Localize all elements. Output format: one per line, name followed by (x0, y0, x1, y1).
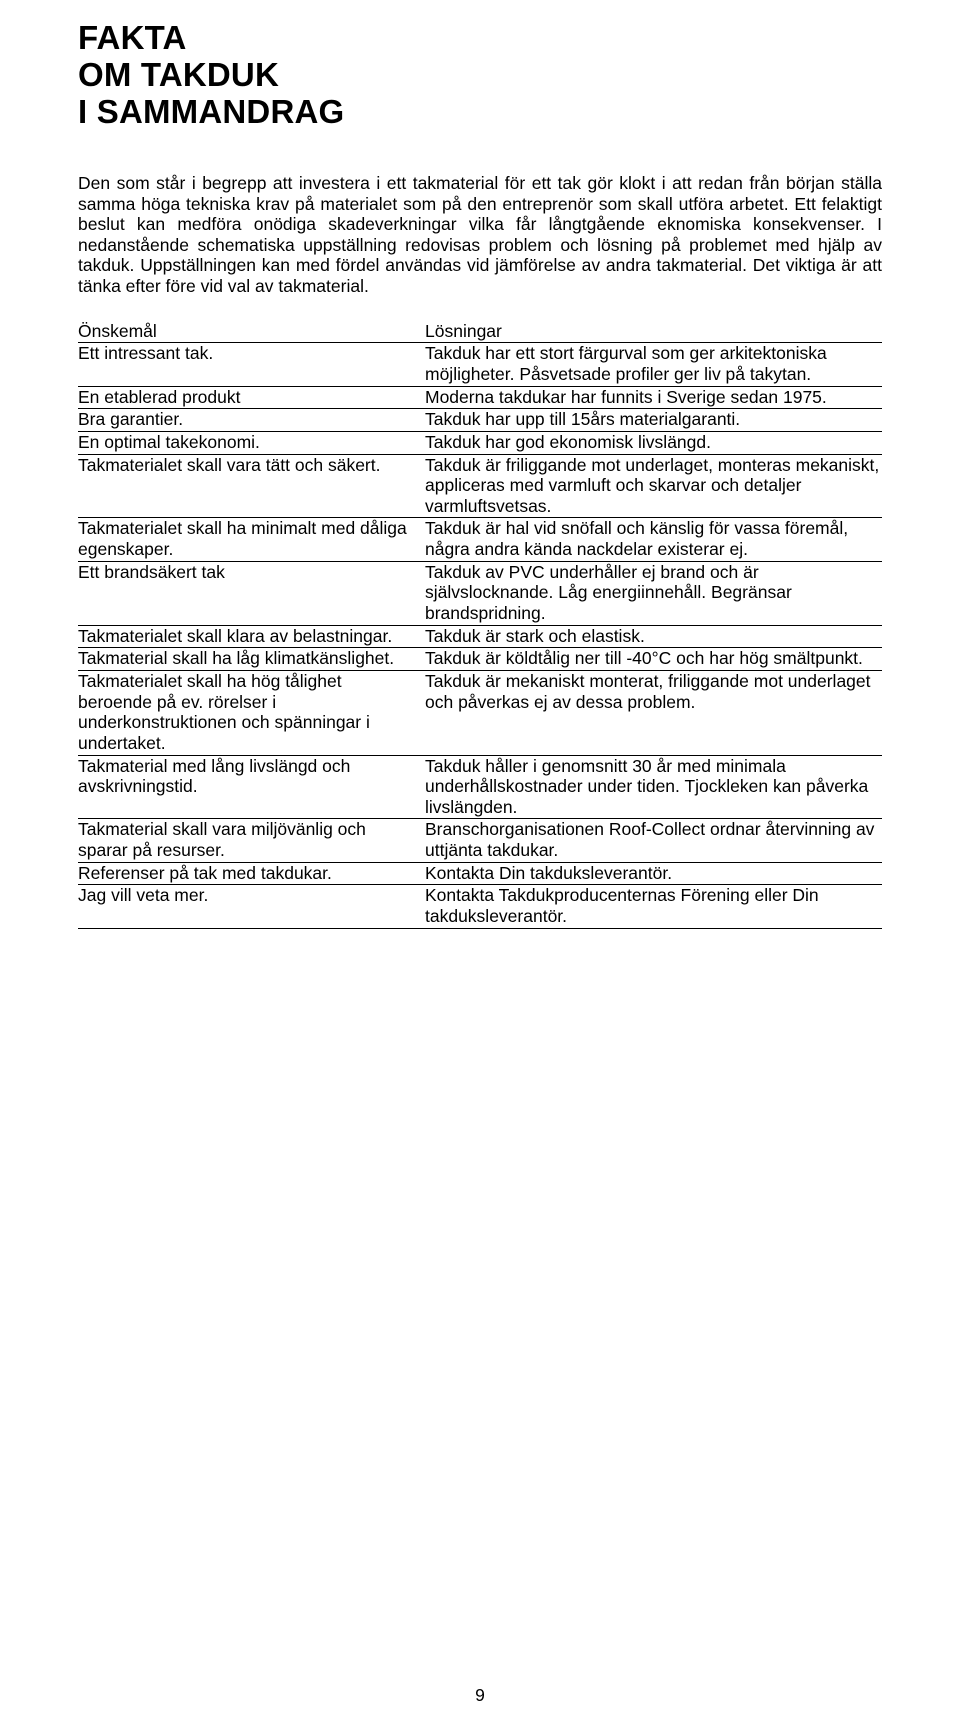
table-row: Takmaterial skall vara miljövänlig och s… (78, 819, 882, 862)
table-cell-left: Takmaterialet skall vara tätt och säkert… (78, 454, 425, 518)
title-line: I SAMMANDRAG (78, 94, 882, 131)
table-cell-left: Takmaterialet skall ha minimalt med dåli… (78, 518, 425, 561)
table-cell-right: Kontakta Takdukproducenternas Förening e… (425, 885, 882, 928)
table-cell-left: Referenser på tak med takdukar. (78, 862, 425, 885)
table-cell-right: Takduk håller i genomsnitt 30 år med min… (425, 755, 882, 819)
table-cell-left: Takmaterial skall ha låg klimatkänslighe… (78, 648, 425, 671)
table-cell-right: Takduk är mekaniskt monterat, friliggand… (425, 670, 882, 755)
table-cell-right: Takduk är köldtålig ner till -40°C och h… (425, 648, 882, 671)
table-cell-right: Takduk är stark och elastisk. (425, 625, 882, 648)
title-line: FAKTA (78, 20, 882, 57)
table-row: Jag vill veta mer.Kontakta Takdukproduce… (78, 885, 882, 928)
table-cell-left: Bra garantier. (78, 409, 425, 432)
table-cell-left: Takmaterial med lång livslängd och avskr… (78, 755, 425, 819)
table-cell-left: En etablerad produkt (78, 386, 425, 409)
table-cell-left: Takmaterialet skall ha hög tålighet bero… (78, 670, 425, 755)
title-line: OM TAKDUK (78, 57, 882, 94)
table-row: Takmaterialet skall ha hög tålighet bero… (78, 670, 882, 755)
table-cell-right: Takduk är hal vid snöfall och känslig fö… (425, 518, 882, 561)
page: FAKTA OM TAKDUK I SAMMANDRAG Den som stå… (0, 0, 960, 1730)
intro-paragraph: Den som står i begrepp att investera i e… (78, 173, 882, 297)
table-cell-right: Takduk har god ekonomisk livslängd. (425, 431, 882, 454)
table-cell-right: Kontakta Din takduksleverantör. (425, 862, 882, 885)
table-row: Takmaterial med lång livslängd och avskr… (78, 755, 882, 819)
table-header-left: Önskemål (78, 321, 425, 343)
table-cell-left: Ett brandsäkert tak (78, 561, 425, 625)
table-row: En optimal takekonomi.Takduk har god eko… (78, 431, 882, 454)
table-row: Bra garantier.Takduk har upp till 15års … (78, 409, 882, 432)
comparison-table: Önskemål Lösningar Ett intressant tak.Ta… (78, 321, 882, 929)
table-header-right: Lösningar (425, 321, 882, 343)
table-row: Takmaterialet skall ha minimalt med dåli… (78, 518, 882, 561)
table-cell-right: Moderna takdukar har funnits i Sverige s… (425, 386, 882, 409)
table-header-row: Önskemål Lösningar (78, 321, 882, 343)
table-row: Referenser på tak med takdukar.Kontakta … (78, 862, 882, 885)
page-title: FAKTA OM TAKDUK I SAMMANDRAG (78, 20, 882, 131)
table-cell-right: Branschorganisationen Roof-Collect ordna… (425, 819, 882, 862)
table-row: Takmaterialet skall vara tätt och säkert… (78, 454, 882, 518)
table-cell-left: Takmaterialet skall klara av belastninga… (78, 625, 425, 648)
table-cell-right: Takduk är friliggande mot underlaget, mo… (425, 454, 882, 518)
table-cell-right: Takduk av PVC underhåller ej brand och ä… (425, 561, 882, 625)
table-row: Ett brandsäkert takTakduk av PVC underhå… (78, 561, 882, 625)
table-row: Ett intressant tak.Takduk har ett stort … (78, 343, 882, 386)
table-row: En etablerad produktModerna takdukar har… (78, 386, 882, 409)
table-cell-left: Ett intressant tak. (78, 343, 425, 386)
table-cell-left: En optimal takekonomi. (78, 431, 425, 454)
table-cell-left: Jag vill veta mer. (78, 885, 425, 928)
table-cell-left: Takmaterial skall vara miljövänlig och s… (78, 819, 425, 862)
page-number: 9 (0, 1685, 960, 1706)
table-cell-right: Takduk har upp till 15års materialgarant… (425, 409, 882, 432)
table-cell-right: Takduk har ett stort färgurval som ger a… (425, 343, 882, 386)
table-row: Takmaterial skall ha låg klimatkänslighe… (78, 648, 882, 671)
table-row: Takmaterialet skall klara av belastninga… (78, 625, 882, 648)
